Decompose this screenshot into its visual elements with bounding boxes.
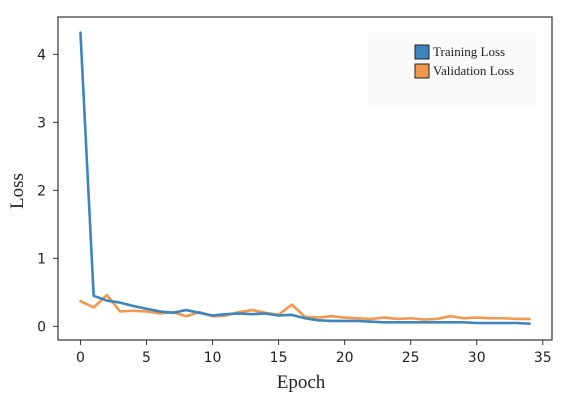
y-tick-label: 1 [37, 251, 46, 267]
legend: Training Loss Validation Loss [414, 44, 514, 79]
y-tick-label: 2 [37, 183, 46, 199]
training-loss-legend-swatch [414, 44, 430, 60]
validation-loss-line [79, 293, 531, 321]
x-tick-label: 25 [402, 350, 420, 366]
training-loss-line [79, 31, 531, 325]
x-tick-label: 10 [204, 350, 222, 366]
validation-loss-legend-swatch [414, 63, 430, 79]
x-tick-label: 15 [270, 350, 288, 366]
x-tick-label: 5 [142, 350, 151, 366]
axis-layer: 0 5 10 15 20 25 30 35 0 1 2 3 4 [37, 47, 552, 366]
y-axis-title: Loss [7, 173, 28, 209]
series-layer [79, 31, 531, 325]
x-tick-label: 35 [534, 350, 552, 366]
validation-loss-legend-label: Validation Loss [433, 63, 514, 78]
x-tick-label: 20 [336, 350, 354, 366]
y-tick-label: 0 [37, 319, 46, 335]
y-tick-label: 4 [37, 47, 46, 63]
plot-frame [57, 16, 553, 341]
training-loss-legend-label: Training Loss [433, 44, 505, 59]
x-tick-label: 0 [76, 350, 85, 366]
y-tick-label: 3 [37, 115, 46, 131]
x-axis-title: Epoch [277, 372, 326, 393]
x-tick-label: 30 [468, 350, 486, 366]
legend-box [368, 33, 536, 107]
